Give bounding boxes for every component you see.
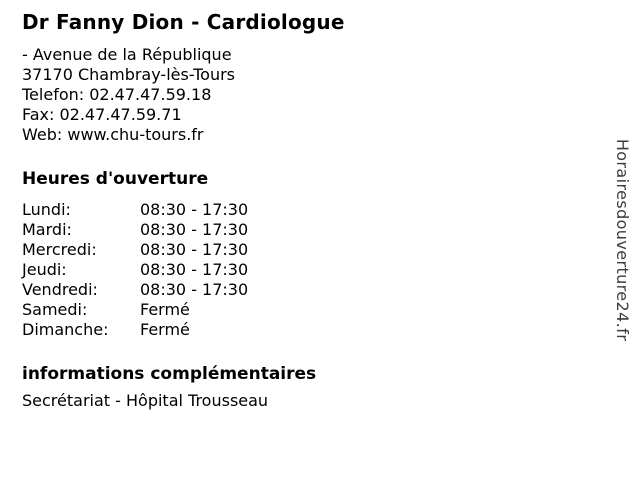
day-label: Dimanche: [22,320,109,339]
fax-line: Fax: 02.47.47.59.71 [22,105,182,124]
hours-row-thursday: Jeudi: 08:30 - 17:30 [22,260,248,280]
opening-hours-heading: Heures d'ouverture [22,169,209,189]
day-hours: Fermé [140,320,190,339]
hours-row-sunday: Dimanche: Fermé [22,320,248,340]
additional-info-text: Secrétariat - Hôpital Trousseau [22,391,269,410]
opening-hours-table: Lundi: 08:30 - 17:30 Mardi: 08:30 - 17:3… [22,200,248,340]
day-label: Vendredi: [22,280,98,299]
hours-row-tuesday: Mardi: 08:30 - 17:30 [22,220,248,240]
day-hours: 08:30 - 17:30 [140,260,249,279]
hours-row-wednesday: Mercredi: 08:30 - 17:30 [22,240,248,260]
day-label: Jeudi: [22,260,67,279]
day-hours: 08:30 - 17:30 [140,280,249,299]
hours-row-saturday: Samedi: Fermé [22,300,248,320]
day-hours: 08:30 - 17:30 [140,240,249,259]
day-label: Mardi: [22,220,72,239]
address-street-line: - Avenue de la République [22,45,232,64]
day-hours: 08:30 - 17:30 [140,200,249,219]
phone-line: Telefon: 02.47.47.59.18 [22,85,212,104]
day-label: Lundi: [22,200,71,219]
page-title: Dr Fanny Dion - Cardiologue [22,10,345,34]
contact-block: - Avenue de la République 37170 Chambray… [22,45,582,145]
doctor-info-page: Dr Fanny Dion - Cardiologue - Avenue de … [22,10,582,411]
day-label: Samedi: [22,300,88,319]
website-line: Web: www.chu-tours.fr [22,125,204,144]
address-city-line: 37170 Chambray-lès-Tours [22,65,236,84]
day-label: Mercredi: [22,240,97,259]
additional-info-heading: informations complémentaires [22,364,317,384]
day-hours: 08:30 - 17:30 [140,220,249,239]
hours-row-monday: Lundi: 08:30 - 17:30 [22,200,248,220]
hours-row-friday: Vendredi: 08:30 - 17:30 [22,280,248,300]
site-watermark: Horairesdouverture24.fr [613,138,632,342]
day-hours: Fermé [140,300,190,319]
